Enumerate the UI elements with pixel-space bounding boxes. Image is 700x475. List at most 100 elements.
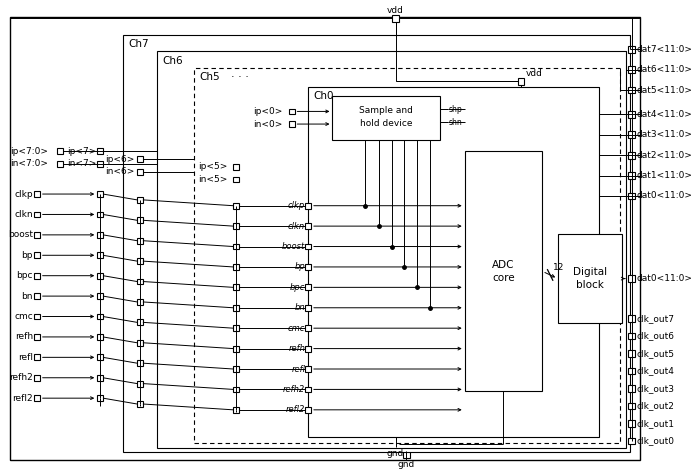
Text: dat3<11:0>: dat3<11:0>: [637, 130, 693, 139]
Text: cmc: cmc: [14, 312, 33, 321]
Text: clk_out3: clk_out3: [637, 384, 675, 393]
Text: boost: boost: [282, 242, 305, 251]
Bar: [629, 437, 635, 444]
Bar: [233, 244, 239, 249]
Text: refh: refh: [288, 344, 305, 353]
Bar: [305, 223, 311, 229]
Text: Ch0: Ch0: [313, 91, 333, 101]
Bar: [34, 273, 40, 279]
Bar: [137, 340, 143, 346]
Bar: [97, 395, 103, 401]
Text: clk_out6: clk_out6: [637, 332, 675, 341]
Bar: [629, 315, 635, 322]
Bar: [137, 279, 143, 285]
Bar: [233, 366, 239, 372]
Text: bp: bp: [295, 263, 305, 271]
Bar: [233, 203, 239, 209]
Bar: [34, 293, 40, 299]
Text: clk_out2: clk_out2: [637, 401, 675, 410]
Bar: [305, 264, 311, 270]
Text: dat5<11:0>: dat5<11:0>: [637, 86, 693, 95]
Bar: [629, 111, 635, 118]
Bar: [392, 440, 399, 447]
Text: clk_out0: clk_out0: [637, 437, 675, 446]
Bar: [629, 152, 635, 159]
Text: in<0>: in<0>: [253, 120, 282, 129]
Bar: [629, 132, 635, 138]
Text: dat6<11:0>: dat6<11:0>: [637, 65, 693, 74]
Bar: [34, 232, 40, 238]
Bar: [97, 148, 103, 154]
Bar: [57, 148, 63, 154]
Bar: [403, 451, 410, 458]
Text: clk_out4: clk_out4: [637, 366, 675, 375]
Bar: [34, 375, 40, 380]
Bar: [34, 211, 40, 218]
Bar: [629, 86, 635, 94]
Text: refl: refl: [291, 364, 305, 373]
Text: clkn: clkn: [288, 222, 305, 231]
Text: bn: bn: [295, 303, 305, 312]
Bar: [392, 15, 399, 21]
Text: Sample and: Sample and: [359, 106, 413, 115]
Text: bp: bp: [22, 251, 33, 260]
Text: Ch5: Ch5: [199, 72, 220, 82]
Bar: [308, 87, 598, 437]
Bar: [34, 252, 40, 258]
Bar: [629, 192, 635, 199]
Bar: [629, 46, 635, 53]
Bar: [233, 305, 239, 311]
Bar: [97, 211, 103, 218]
Text: ip<7>: ip<7>: [67, 147, 97, 156]
Bar: [305, 203, 311, 209]
Text: dat2<11:0>: dat2<11:0>: [637, 151, 692, 160]
Bar: [137, 258, 143, 264]
Bar: [137, 169, 143, 175]
Text: refl2: refl2: [286, 405, 305, 414]
Bar: [629, 275, 635, 282]
Text: ip<7:0>: ip<7:0>: [10, 147, 48, 156]
Bar: [233, 346, 239, 352]
Bar: [97, 334, 103, 340]
Bar: [34, 334, 40, 340]
Bar: [332, 96, 440, 140]
Bar: [97, 375, 103, 380]
Bar: [123, 35, 630, 452]
Bar: [305, 366, 311, 372]
Bar: [305, 285, 311, 290]
Text: Ch6: Ch6: [162, 56, 183, 66]
Text: bn: bn: [22, 292, 33, 301]
Bar: [34, 314, 40, 319]
Text: block: block: [576, 280, 604, 290]
Bar: [629, 66, 635, 73]
Bar: [233, 407, 239, 413]
Bar: [305, 325, 311, 331]
Text: Ch7: Ch7: [128, 39, 149, 49]
Bar: [158, 51, 626, 448]
Text: dat1<11:0>: dat1<11:0>: [637, 171, 693, 180]
Text: refh: refh: [15, 332, 33, 342]
Bar: [97, 161, 103, 167]
Bar: [137, 218, 143, 223]
Bar: [465, 151, 542, 391]
Text: cmc: cmc: [288, 323, 305, 332]
Bar: [233, 325, 239, 331]
Text: Digital: Digital: [573, 267, 607, 277]
Text: ip<5>: ip<5>: [198, 162, 228, 171]
Bar: [34, 191, 40, 197]
Bar: [137, 238, 143, 244]
Text: dat4<11:0>: dat4<11:0>: [637, 110, 692, 119]
Bar: [629, 350, 635, 357]
Bar: [517, 78, 524, 85]
Text: clk_out7: clk_out7: [637, 314, 675, 323]
Text: clkn: clkn: [15, 210, 33, 219]
Text: ADC: ADC: [492, 259, 514, 269]
Text: vdd: vdd: [387, 6, 404, 15]
Text: ip<6>: ip<6>: [105, 154, 134, 163]
Text: shp: shp: [449, 105, 463, 114]
Text: bpc: bpc: [290, 283, 305, 292]
Text: refh2: refh2: [283, 385, 305, 394]
Bar: [305, 346, 311, 352]
Text: clkp: clkp: [15, 190, 33, 199]
Text: vdd: vdd: [526, 69, 543, 78]
